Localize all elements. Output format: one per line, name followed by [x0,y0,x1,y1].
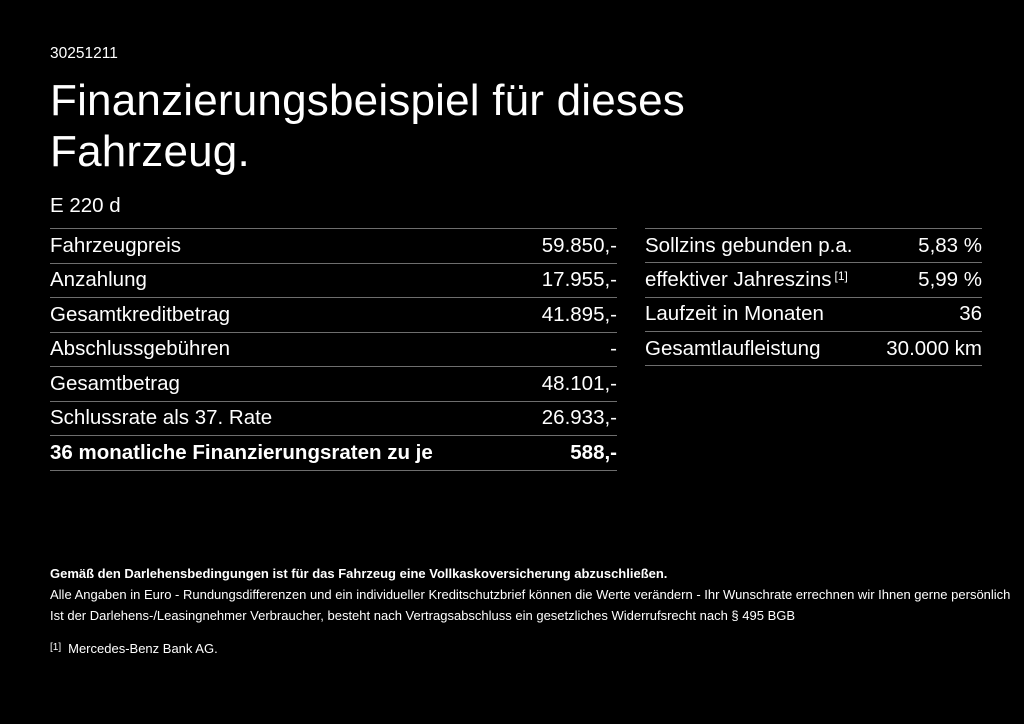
row-label: 36 monatliche Finanzierungsraten zu je [50,440,433,464]
disclaimer-line2: Ist der Darlehens-/Leasingnehmer Verbrau… [50,607,796,623]
footnote-text: Mercedes-Benz Bank AG. [68,641,218,656]
row-label: Gesamtbetrag [50,371,180,395]
insurance-note: Gemäß den Darlehensbedingungen ist für d… [50,566,668,581]
page-title-line2: Fahrzeug. [50,127,250,176]
row-label: Fahrzeugpreis [50,233,182,257]
row-label: effektiver Jahreszins [1] [645,268,848,292]
table-row-gesamtbetrag: Gesamtbetrag 48.101,- [50,366,617,401]
disclaimer-line1: Alle Angaben in Euro - Rundungsdifferenz… [50,587,1011,602]
table-row-schlussrate: Schlussrate als 37. Rate 26.933,- [50,400,617,436]
table-row-monatsrate: 36 monatliche Finanzierungsraten zu je 5… [50,435,617,470]
row-label: Laufzeit in Monaten [645,302,824,326]
legal-notes: Gemäß den Darlehensbedingungen ist für d… [50,563,1011,657]
table-row-fahrzeugpreis: Fahrzeugpreis 59.850,- [50,228,617,263]
row-label: Schlussrate als 37. Rate [50,406,273,430]
table-row-anzahlung: Anzahlung 17.955,- [50,262,617,298]
row-label: Sollzins gebunden p.a. [645,233,853,257]
vehicle-model: E 220 d [50,194,121,217]
row-label: Anzahlung [50,268,147,292]
row-value: 48.101,- [541,371,617,395]
row-value: 41.895,- [541,302,617,326]
row-label-text: effektiver Jahreszins [645,267,832,291]
row-value: 5,83 % [918,233,982,257]
row-label: Gesamtlaufleistung [645,336,821,360]
row-value: 30.000 km [886,336,982,360]
footnote-marker: [1] [50,642,62,653]
table-row-gesamtkreditbetrag: Gesamtkreditbetrag 41.895,- [50,297,617,332]
row-value: - [610,337,617,361]
table-row-abschlussgebuehren: Abschlussgebühren - [50,331,617,367]
table-row-effektiver-jahreszins: effektiver Jahreszins [1] 5,99 % [645,262,982,296]
row-label: Abschlussgebühren [50,337,231,361]
row-value: 59.850,- [541,233,617,257]
row-value: 26.933,- [541,406,617,430]
table-row-laufzeit: Laufzeit in Monaten 36 [645,296,982,331]
row-value: 17.955,- [541,268,617,292]
page-title: Finanzierungsbeispiel für dieses Fahrzeu… [50,75,685,177]
footnote-reference: [1] [834,268,848,283]
offer-id: 30251211 [50,45,118,62]
row-value: 588,- [570,440,617,464]
row-value: 5,99 % [918,267,982,291]
page-title-line1: Finanzierungsbeispiel für dieses [50,76,685,125]
table-row-gesamtlaufleistung: Gesamtlaufleistung 30.000 km [645,330,982,365]
table-row-sollzins: Sollzins gebunden p.a. 5,83 % [645,228,982,262]
footnote: [1] Mercedes-Benz Bank AG. [50,640,990,657]
row-label: Gesamtkreditbetrag [50,302,231,326]
row-value: 36 [959,302,982,326]
conditions-table: Sollzins gebunden p.a. 5,83 % effektiver… [645,228,982,367]
financing-table: Fahrzeugpreis 59.850,- Anzahlung 17.955,… [50,228,617,471]
